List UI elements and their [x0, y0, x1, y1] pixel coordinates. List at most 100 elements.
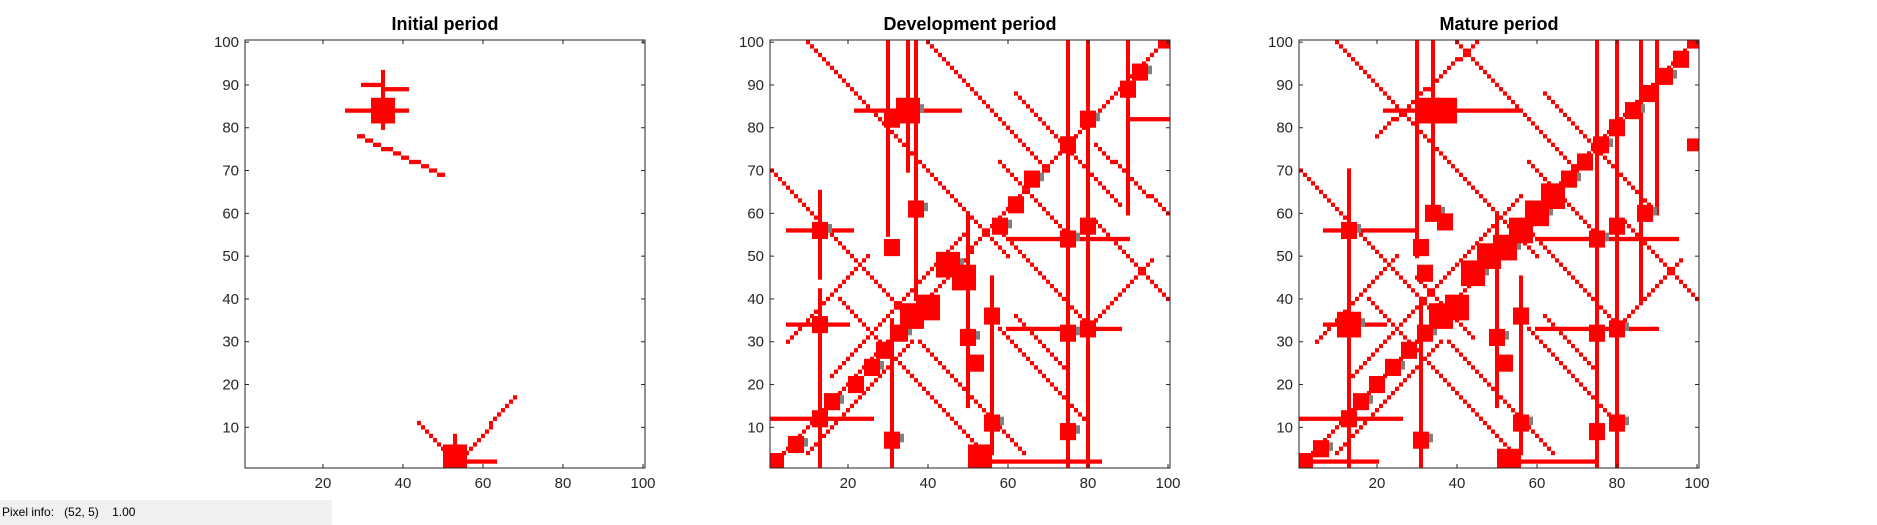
pixel — [1527, 326, 1531, 332]
pixel — [1635, 189, 1639, 195]
pixel — [934, 176, 938, 182]
pixel — [1675, 262, 1679, 267]
pixel — [962, 429, 966, 434]
status-bar: Pixel info: (52, 5) 1.00 — [0, 500, 332, 525]
pixel — [946, 369, 950, 374]
cluster-block — [1080, 110, 1096, 128]
cluster-block — [968, 354, 984, 372]
pixel — [1415, 365, 1419, 370]
pixel — [1615, 168, 1619, 173]
pixel-line — [890, 318, 894, 468]
cluster-block — [908, 200, 924, 218]
pixel — [926, 390, 930, 396]
pixel — [1539, 438, 1543, 443]
pixel — [1062, 296, 1066, 302]
pixel — [1102, 309, 1106, 314]
y-tick-label: 80 — [747, 120, 764, 137]
pixel — [369, 138, 373, 143]
pixel — [1379, 343, 1383, 349]
pixel — [1635, 232, 1639, 237]
pixel — [1026, 147, 1030, 152]
pixel — [1499, 395, 1503, 400]
pixel — [1435, 147, 1439, 152]
y-tick-label: 100 — [214, 34, 239, 51]
cluster-block — [1401, 341, 1417, 359]
axes-box — [1298, 39, 1700, 469]
cluster-block — [952, 264, 976, 291]
pixel — [1002, 249, 1006, 254]
pixel — [1383, 91, 1387, 96]
pixel — [1611, 164, 1615, 169]
pixel — [790, 335, 794, 340]
pixel — [1002, 211, 1006, 216]
pixel — [1495, 390, 1499, 396]
y-tick-label: 10 — [222, 419, 239, 436]
pixel — [890, 361, 894, 366]
pixel — [1383, 258, 1387, 263]
pixel — [1571, 164, 1575, 169]
pixel — [497, 412, 501, 417]
pixel — [1375, 408, 1379, 413]
pixel — [1094, 176, 1098, 182]
overlap-pixel — [1485, 266, 1489, 276]
pixel — [1483, 232, 1487, 237]
pixel — [1130, 176, 1134, 182]
pixel — [1046, 348, 1050, 353]
pixel — [1154, 283, 1158, 289]
pixel — [826, 296, 830, 302]
pixel — [1659, 258, 1663, 263]
pixel — [1102, 228, 1106, 233]
cluster-block — [884, 239, 900, 257]
overlap-pixel — [1369, 395, 1373, 404]
pixel — [1415, 305, 1419, 310]
pixel — [1487, 382, 1491, 387]
pixel — [1002, 121, 1006, 126]
pixel — [910, 339, 914, 344]
pixel — [794, 194, 798, 199]
cluster-block — [1060, 324, 1076, 342]
pixel — [1459, 172, 1463, 177]
overlap-pixel — [1625, 416, 1629, 426]
pixel — [970, 245, 974, 250]
pixel — [830, 232, 834, 237]
y-tick-label: 20 — [222, 377, 239, 394]
pixel — [1010, 129, 1014, 135]
pixel — [425, 429, 429, 434]
cluster-block — [1589, 423, 1605, 441]
cluster-block — [443, 444, 467, 468]
pixel — [1018, 138, 1022, 143]
pixel — [1475, 412, 1479, 417]
pixel-line — [1639, 40, 1643, 302]
cluster-block — [1513, 307, 1529, 325]
pixel — [950, 373, 954, 379]
pixel — [1467, 361, 1471, 366]
pixel — [1046, 125, 1050, 130]
pixel — [874, 279, 878, 284]
pixel — [1427, 87, 1431, 92]
y-tick-label: 70 — [222, 163, 239, 180]
pixel — [1527, 159, 1531, 165]
pixel — [930, 44, 934, 49]
pixel — [1126, 283, 1130, 289]
overlap-pixel — [880, 361, 884, 370]
pixel — [1391, 99, 1395, 105]
pixel — [1126, 254, 1130, 259]
pixel — [1323, 331, 1327, 336]
pixel — [1395, 117, 1399, 122]
pixel — [1146, 275, 1150, 280]
y-tick-label: 10 — [747, 419, 764, 436]
pixel — [822, 301, 826, 306]
pixel — [774, 172, 778, 177]
overlap-pixel — [1096, 112, 1100, 122]
pixel — [1651, 288, 1655, 293]
pixel — [1531, 249, 1535, 254]
pixel — [1327, 198, 1331, 203]
y-tick-label: 10 — [1276, 419, 1293, 436]
pixel — [1495, 211, 1499, 216]
pixel — [906, 292, 910, 297]
pixel — [1495, 219, 1499, 225]
cluster-block — [1080, 320, 1096, 338]
pixel — [838, 74, 842, 79]
pixel-line — [1066, 40, 1070, 468]
pixel — [1367, 356, 1371, 361]
